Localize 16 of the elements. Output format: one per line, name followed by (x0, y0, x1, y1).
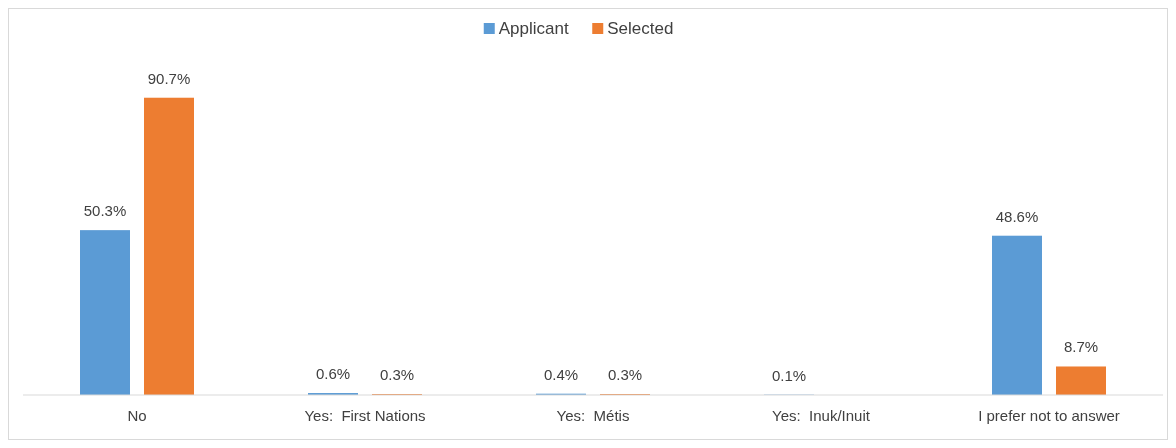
data-label: 0.1% (771, 366, 807, 384)
x-tick-label: No (127, 407, 147, 424)
legend-label: Selected (607, 19, 674, 38)
data-label: 0.3% (379, 366, 415, 384)
x-tick-label: Yes: First Nations (304, 407, 426, 424)
data-label: 50.3% (83, 202, 127, 220)
x-tick-label: Yes: Inuk/Inuit (772, 407, 871, 424)
data-label: 48.6% (995, 207, 1039, 225)
data-label: 90.7% (147, 69, 191, 87)
x-tick-label: I prefer not to answer (978, 407, 1120, 424)
data-label: 0.3% (607, 366, 643, 384)
data-label: 0.4% (543, 365, 579, 383)
legend-label: Applicant (498, 19, 569, 38)
x-tick-label: Yes: Métis (556, 407, 630, 424)
data-label: 0.6% (315, 365, 351, 383)
data-label: 8.7% (1063, 338, 1099, 356)
